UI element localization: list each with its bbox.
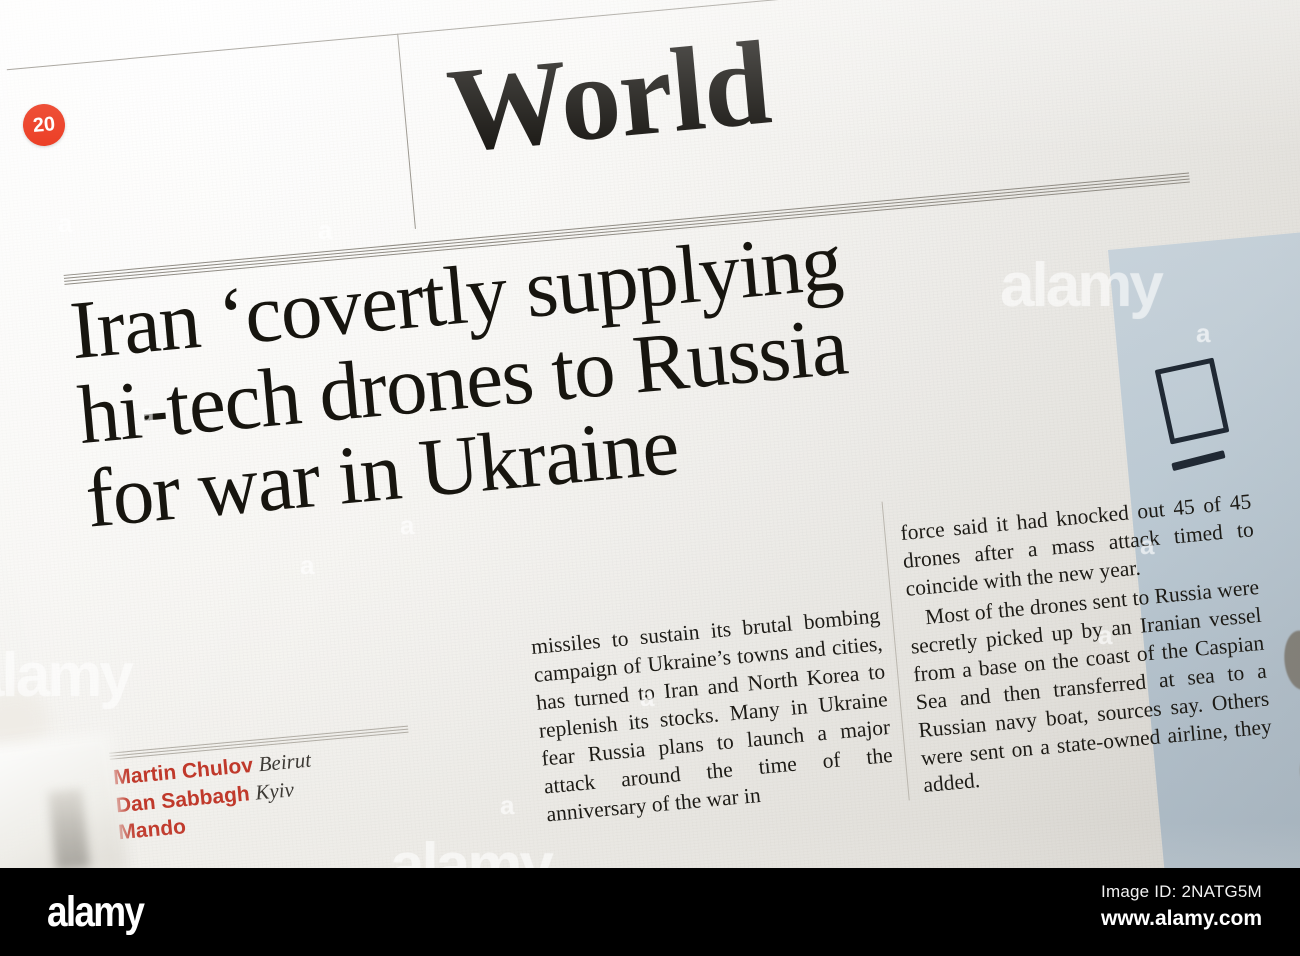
website-label: www.alamy.com — [1100, 907, 1262, 930]
masthead-vertical-rule — [397, 33, 416, 229]
byline-location: Kyiv — [254, 777, 295, 805]
body-column-left: missiles to sustain its brutal bombing c… — [530, 602, 896, 830]
footer-meta: Image ID: 2NATG5M www.alamy.com — [1101, 882, 1262, 931]
body-paragraph: missiles to sustain its brutal bombing c… — [530, 603, 894, 826]
image-id-label: Image ID: 2NATG5M — [1101, 882, 1262, 901]
alamy-footer-bar: alamy Image ID: 2NATG5M www.alamy.com — [0, 868, 1300, 956]
body-paragraph: Most of the drones sent to Russia were s… — [909, 574, 1273, 798]
byline-name: Mando — [117, 814, 187, 844]
section-title: World — [442, 15, 775, 178]
byline-location: Beirut — [257, 747, 313, 777]
body-column-right: force said it had knocked out 45 of 45 d… — [899, 488, 1275, 802]
alamy-logo: alamy — [47, 888, 145, 936]
article-headline: Iran ‘covertly supplying hi-tech drones … — [67, 184, 1245, 545]
